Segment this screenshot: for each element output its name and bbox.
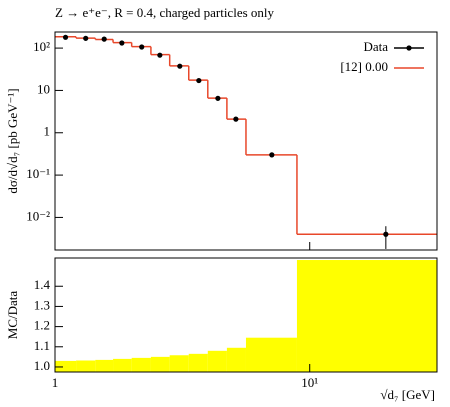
ratio-band bbox=[169, 355, 189, 372]
data-point bbox=[383, 231, 389, 237]
y-axis-label: dσ/d√d₇ [pb GeV⁻¹] bbox=[5, 88, 20, 193]
ratio-band bbox=[76, 360, 96, 372]
ratio-band bbox=[131, 357, 151, 372]
ratio-band bbox=[226, 347, 246, 372]
y-tick-label: 10² bbox=[33, 39, 50, 54]
y-tick-label: 10 bbox=[37, 81, 50, 96]
ratio-y-tick-label: 1.2 bbox=[34, 318, 50, 333]
y-tick-label: 10⁻² bbox=[26, 208, 50, 223]
ratio-band bbox=[207, 350, 227, 372]
ratio-band bbox=[245, 337, 297, 372]
data-point bbox=[196, 77, 202, 84]
chart-title: Z → e⁺e⁻, R = 0.4, charged particles onl… bbox=[55, 5, 275, 20]
data-point bbox=[233, 116, 239, 122]
data-point bbox=[269, 152, 275, 158]
data-point bbox=[177, 63, 183, 69]
legend-label: Data bbox=[363, 39, 388, 54]
ratio-band bbox=[55, 360, 77, 372]
legend-label: [12] 0.00 bbox=[340, 59, 388, 74]
data-point bbox=[101, 36, 107, 42]
y-tick-label: 10⁻¹ bbox=[26, 166, 50, 181]
ratio-band bbox=[296, 260, 437, 372]
data-point bbox=[215, 95, 221, 101]
ratio-band bbox=[188, 353, 208, 372]
plot-frame bbox=[54, 31, 438, 251]
data-point bbox=[157, 52, 163, 58]
ratio-y-tick-label: 1.4 bbox=[34, 277, 51, 292]
ratio-band bbox=[95, 359, 114, 372]
ratio-y-tick-label: 1.1 bbox=[34, 338, 50, 353]
data-point bbox=[83, 35, 89, 41]
ratio-band bbox=[113, 358, 132, 372]
ratio-y-tick-label: 1.0 bbox=[34, 358, 50, 373]
x-tick-label: 1 bbox=[52, 375, 59, 390]
data-point bbox=[119, 40, 125, 46]
ratio-y-tick-label: 1.3 bbox=[34, 297, 50, 312]
x-tick-label: 10¹ bbox=[301, 375, 318, 390]
x-axis-label: √d₇ [GeV] bbox=[380, 387, 435, 402]
data-point bbox=[62, 34, 69, 40]
ratio-frame bbox=[54, 257, 438, 373]
data-point bbox=[139, 44, 145, 50]
legend-marker bbox=[406, 45, 412, 51]
y-tick-label: 1 bbox=[44, 124, 51, 139]
ratio-band bbox=[150, 356, 170, 372]
ratio-y-axis-label: MC/Data bbox=[5, 291, 20, 340]
